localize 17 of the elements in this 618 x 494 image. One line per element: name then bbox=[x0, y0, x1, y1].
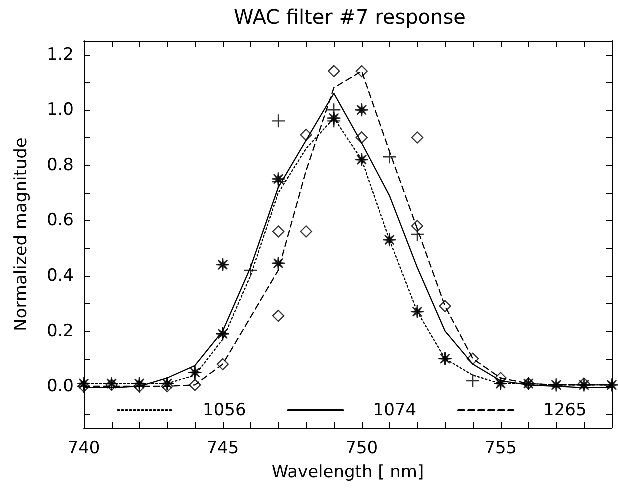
y-tick-label: 0.0 bbox=[46, 376, 74, 397]
x-tick-label: 745 bbox=[206, 438, 240, 458]
x-tick-label: 755 bbox=[484, 438, 518, 458]
y-tick-label: 0.6 bbox=[46, 210, 74, 231]
y-axis-title: Normalized magnitude bbox=[12, 138, 32, 332]
y-tick-label: 1.0 bbox=[46, 100, 74, 120]
x-axis-title: Wavelength [ nm] bbox=[272, 462, 424, 482]
y-tick-label: 0.4 bbox=[46, 266, 74, 286]
legend-label: 1056 bbox=[203, 400, 246, 420]
x-tick-label: 740 bbox=[68, 438, 100, 458]
y-tick-label: 0.8 bbox=[46, 155, 74, 176]
x-tick-label: 750 bbox=[346, 438, 378, 458]
y-tick-label: 0.2 bbox=[46, 321, 74, 342]
legend-label: 1074 bbox=[373, 400, 417, 420]
chart-title: WAC filter #7 response bbox=[234, 5, 466, 29]
legend-label: 1265 bbox=[544, 400, 587, 420]
y-tick-label: 1.2 bbox=[46, 44, 74, 65]
